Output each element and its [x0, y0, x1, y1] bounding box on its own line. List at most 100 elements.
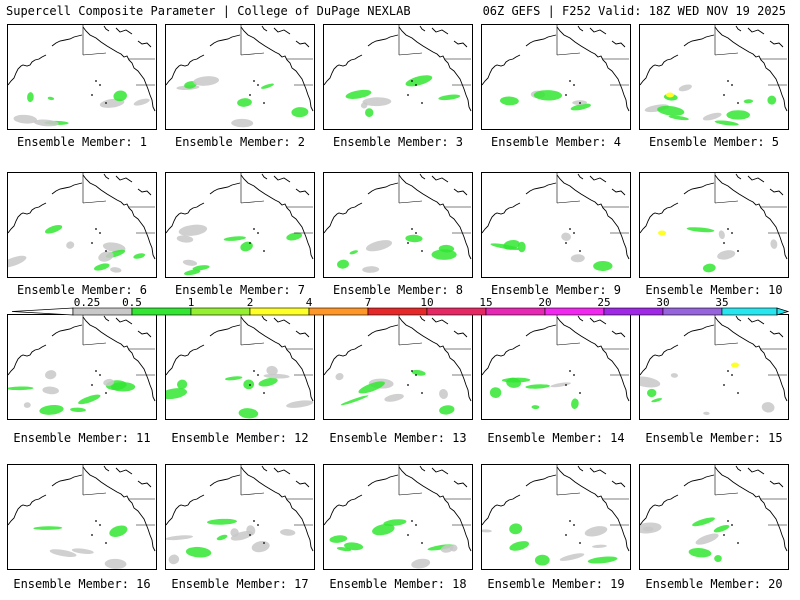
colorbar-segment — [308, 307, 369, 316]
scp-contour-green — [258, 377, 278, 387]
colorbar-tick-label: 30 — [656, 297, 669, 309]
coastline — [51, 324, 83, 337]
ensemble-member-label: Ensemble Member: 17 — [171, 577, 309, 591]
coastline — [611, 330, 626, 338]
coastline — [209, 474, 241, 487]
colorbar-segment — [131, 307, 192, 316]
ensemble-member-label: Ensemble Member: 13 — [329, 431, 467, 445]
coastline — [525, 474, 557, 487]
island — [569, 80, 571, 82]
map-canvas — [8, 25, 156, 127]
scp-contour-light — [230, 530, 254, 541]
colorbar-segment — [544, 307, 605, 316]
island — [99, 374, 101, 376]
coastline — [747, 467, 765, 475]
scp-contour-green — [438, 94, 461, 101]
island — [569, 520, 571, 522]
ensemble-member-map — [481, 464, 631, 570]
coastline — [611, 188, 626, 196]
island — [253, 228, 255, 230]
island — [579, 392, 581, 394]
scp-contour-green — [8, 386, 34, 391]
colorbar-low-arrow — [11, 307, 74, 316]
scp-contour-yellow — [658, 230, 666, 236]
map-canvas — [482, 25, 630, 112]
scp-contour-light — [231, 118, 254, 128]
island — [565, 242, 567, 244]
coastline — [261, 25, 268, 32]
coastline — [82, 174, 156, 260]
island — [407, 534, 409, 536]
island — [421, 542, 423, 544]
island — [411, 228, 413, 230]
political-border — [82, 200, 107, 204]
scp-contour-green — [78, 394, 101, 405]
scp-contour-green — [358, 381, 385, 394]
ensemble-member-map — [7, 24, 157, 130]
colorbar-tick-label: 4 — [306, 297, 313, 309]
coastline — [683, 474, 715, 487]
coastline — [419, 173, 426, 180]
island — [727, 228, 729, 230]
map-canvas — [324, 25, 472, 117]
scp-contour-green — [688, 548, 712, 558]
scp-contour-green — [692, 517, 715, 527]
map-canvas — [166, 465, 314, 565]
island — [579, 250, 581, 252]
political-border — [398, 492, 423, 496]
island — [415, 524, 417, 526]
scp-contour-light — [33, 119, 59, 127]
scp-contour-green — [587, 556, 618, 564]
coastline — [324, 202, 363, 234]
scp-contour-green — [726, 110, 750, 120]
coastline — [115, 317, 133, 325]
ensemble-member-map — [7, 172, 157, 278]
island — [731, 84, 733, 86]
ensemble-member-label: Ensemble Member: 4 — [490, 135, 622, 149]
coastline — [273, 317, 291, 325]
coastline — [747, 317, 765, 325]
island — [723, 94, 725, 96]
scp-contour-yellow — [666, 92, 674, 98]
scp-contour-green — [509, 523, 523, 535]
coastline — [209, 34, 241, 47]
scp-contour-green — [570, 103, 591, 111]
scp-contour-light — [717, 250, 736, 260]
coastline — [482, 494, 521, 526]
scp-contour-green — [500, 96, 519, 106]
scp-contour-green — [714, 120, 739, 126]
colorbar-high-arrow — [776, 307, 790, 316]
scp-contour-green — [345, 89, 372, 99]
island — [95, 80, 97, 82]
scp-contour-green — [216, 534, 228, 541]
coastline — [115, 467, 133, 475]
coastline — [714, 174, 788, 260]
political-border — [240, 342, 265, 346]
scp-contour-light — [770, 239, 778, 249]
political-border — [240, 52, 265, 56]
coastline — [611, 480, 626, 488]
map-canvas — [482, 315, 630, 410]
political-border — [714, 342, 739, 346]
coastline — [295, 188, 310, 196]
coastline — [261, 315, 268, 322]
ensemble-member-label: Ensemble Member: 2 — [174, 135, 306, 149]
political-border — [82, 492, 107, 496]
colorbar-segment — [249, 307, 310, 316]
island — [421, 250, 423, 252]
island — [421, 392, 423, 394]
colorbar-tick-label: 1 — [188, 297, 195, 309]
island — [727, 80, 729, 82]
scp-contour-light — [449, 544, 458, 552]
map-canvas — [640, 465, 788, 563]
ensemble-member-label: Ensemble Member: 10 — [645, 283, 783, 297]
scp-contour-light — [280, 529, 296, 536]
island — [731, 374, 733, 376]
coastline — [589, 317, 607, 325]
scp-contour-light — [45, 370, 57, 380]
scp-contour-light — [640, 376, 661, 388]
coastline — [640, 494, 679, 526]
ensemble-member-label: Ensemble Member: 5 — [648, 135, 780, 149]
scp-contour-green — [534, 554, 550, 566]
ensemble-member-map — [639, 24, 789, 130]
